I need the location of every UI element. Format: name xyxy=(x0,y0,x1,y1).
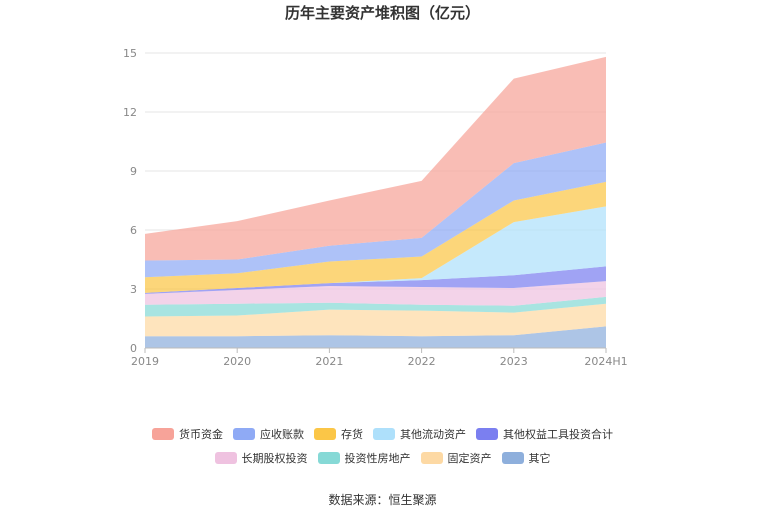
legend-swatch xyxy=(314,428,336,440)
y-axis: 0 3 6 9 12 15 xyxy=(123,47,137,355)
area-货币资金 xyxy=(145,56,606,261)
legend-label: 其它 xyxy=(528,452,551,465)
legend-swatch xyxy=(233,428,255,440)
area-固定资产 xyxy=(145,303,606,337)
legend-swatch xyxy=(501,452,524,464)
legend-swatch xyxy=(420,452,443,464)
chart-title: 历年主要资产堆积图（亿元） xyxy=(284,4,480,22)
area-其他流动资产 xyxy=(145,206,606,293)
legend-label: 长期股权投资 xyxy=(241,452,308,465)
legend-row: 货币资金 应收账款 存货 其他流动资产 其他权益工具投资合计 xyxy=(0,426,765,442)
y-tick-label: 12 xyxy=(123,106,137,119)
legend-item[interactable]: 存货 xyxy=(314,426,363,442)
legend-item[interactable]: 应收账款 xyxy=(233,426,304,442)
area-长期股权投资 xyxy=(145,281,606,306)
legend-swatch xyxy=(476,428,498,440)
legend-label: 存货 xyxy=(341,428,363,441)
legend-label: 其他流动资产 xyxy=(400,428,466,441)
legend-item[interactable]: 其他流动资产 xyxy=(373,426,466,442)
x-tick-label: 2021 xyxy=(315,355,343,368)
y-tick-label: 9 xyxy=(130,165,137,178)
y-tick-label: 3 xyxy=(130,283,137,296)
legend-item[interactable]: 其它 xyxy=(501,450,551,466)
area-其他权益工具投资合计 xyxy=(145,266,606,294)
y-tick-label: 0 xyxy=(130,342,137,355)
legend-label: 货币资金 xyxy=(179,428,223,441)
legend-item[interactable]: 货币资金 xyxy=(152,426,223,442)
area-投资性房地产 xyxy=(145,296,606,317)
y-tick-label: 6 xyxy=(130,224,137,237)
area-存货 xyxy=(145,181,606,293)
legend-item[interactable]: 其他权益工具投资合计 xyxy=(476,426,613,442)
legend-swatch xyxy=(373,428,395,440)
legend-item[interactable]: 固定资产 xyxy=(420,450,492,466)
area-其它 xyxy=(145,326,606,348)
legend-label: 应收账款 xyxy=(260,428,304,441)
y-tick-label: 15 xyxy=(123,47,137,60)
x-tick-label: 2024H1 xyxy=(584,355,627,368)
legend-label: 其他权益工具投资合计 xyxy=(503,428,613,441)
x-tick-label: 2022 xyxy=(408,355,436,368)
legend-item[interactable]: 长期股权投资 xyxy=(214,450,308,466)
legend-item[interactable]: 投资性房地产 xyxy=(317,450,411,466)
legend-label: 固定资产 xyxy=(447,452,492,465)
legend-swatch xyxy=(152,428,174,440)
data-source-note: 数据来源：恒生聚源 xyxy=(328,493,437,507)
x-tick-label: 2020 xyxy=(223,355,251,368)
area-应收账款 xyxy=(145,142,606,278)
legend-swatch xyxy=(317,452,340,464)
x-tick-label: 2019 xyxy=(131,355,159,368)
legend-label: 投资性房地产 xyxy=(344,452,411,465)
legend: 货币资金 应收账款 存货 其他流动资产 其他权益工具投资合计长期股权投资 投资性房地产 固定… xyxy=(0,426,765,474)
x-tick-label: 2023 xyxy=(500,355,528,368)
x-axis: 2019 2020 2021 2022 2023 2024H1 xyxy=(131,347,628,368)
legend-row: 长期股权投资 投资性房地产 固定资产 其它 xyxy=(0,450,765,466)
legend-swatch xyxy=(214,452,237,464)
stacked-area-chart: 0 3 6 9 12 15 2019 2020 2021 2022 2023 2024H1 xyxy=(123,47,628,368)
area-series xyxy=(145,56,606,348)
